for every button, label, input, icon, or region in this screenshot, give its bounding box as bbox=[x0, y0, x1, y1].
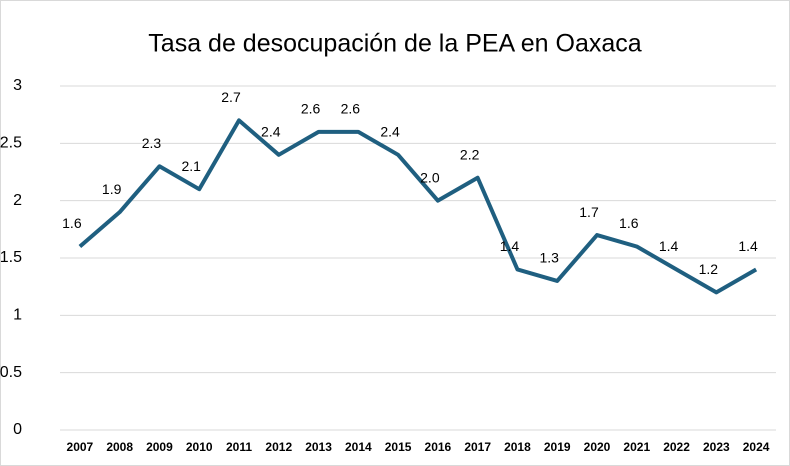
x-tick-label: 2024 bbox=[743, 440, 770, 454]
x-tick-label: 2022 bbox=[663, 440, 690, 454]
data-label: 2.4 bbox=[261, 124, 281, 140]
data-label: 2.7 bbox=[221, 89, 241, 105]
data-label: 1.4 bbox=[659, 238, 679, 254]
x-tick-label: 2007 bbox=[67, 440, 94, 454]
line bbox=[78, 118, 758, 295]
data-label: 1.4 bbox=[500, 238, 520, 254]
x-tick-label: 2020 bbox=[584, 440, 611, 454]
x-tick-label: 2023 bbox=[703, 440, 730, 454]
x-tick-label: 2008 bbox=[106, 440, 133, 454]
chart-title: Tasa de desocupación de la PEA en Oaxaca bbox=[148, 30, 641, 58]
x-tick-label: 2018 bbox=[504, 440, 531, 454]
y-tick-label: 2.5 bbox=[0, 135, 22, 152]
y-tick-label: 1 bbox=[13, 307, 22, 324]
data-label: 1.7 bbox=[579, 204, 599, 220]
x-tick-label: 2009 bbox=[146, 440, 173, 454]
x-tick-label: 2021 bbox=[623, 440, 650, 454]
data-label: 2.1 bbox=[181, 158, 201, 174]
y-tick-label: 1.5 bbox=[0, 249, 22, 266]
x-tick-label: 2013 bbox=[305, 440, 332, 454]
data-label: 1.4 bbox=[738, 238, 758, 254]
x-tick-label: 2010 bbox=[186, 440, 213, 454]
data-label: 2.0 bbox=[420, 169, 440, 185]
y-tick-label: 2 bbox=[13, 192, 22, 209]
y-tick-label: 0.5 bbox=[0, 364, 22, 381]
x-tick-label: 2011 bbox=[226, 440, 252, 454]
x-tick-label: 2019 bbox=[544, 440, 571, 454]
data-label: 1.6 bbox=[62, 215, 82, 231]
data-label: 2.3 bbox=[142, 135, 162, 151]
x-tick-label: 2015 bbox=[385, 440, 412, 454]
data-label: 2.6 bbox=[301, 101, 321, 117]
y-tick-label: 0 bbox=[13, 421, 22, 438]
data-label: 2.4 bbox=[380, 124, 400, 140]
data-label: 2.2 bbox=[460, 146, 480, 162]
data-label: 1.2 bbox=[699, 261, 719, 277]
data-label: 1.9 bbox=[102, 181, 122, 197]
data-label: 1.3 bbox=[539, 250, 559, 266]
data-label: 2.6 bbox=[341, 101, 361, 117]
data-label: 1.6 bbox=[619, 215, 639, 231]
x-tick-label: 2014 bbox=[345, 440, 372, 454]
y-tick-label: 3 bbox=[13, 77, 22, 94]
x-tick-label: 2012 bbox=[265, 440, 292, 454]
x-tick-label: 2016 bbox=[425, 440, 452, 454]
x-tick-label: 2017 bbox=[464, 440, 491, 454]
